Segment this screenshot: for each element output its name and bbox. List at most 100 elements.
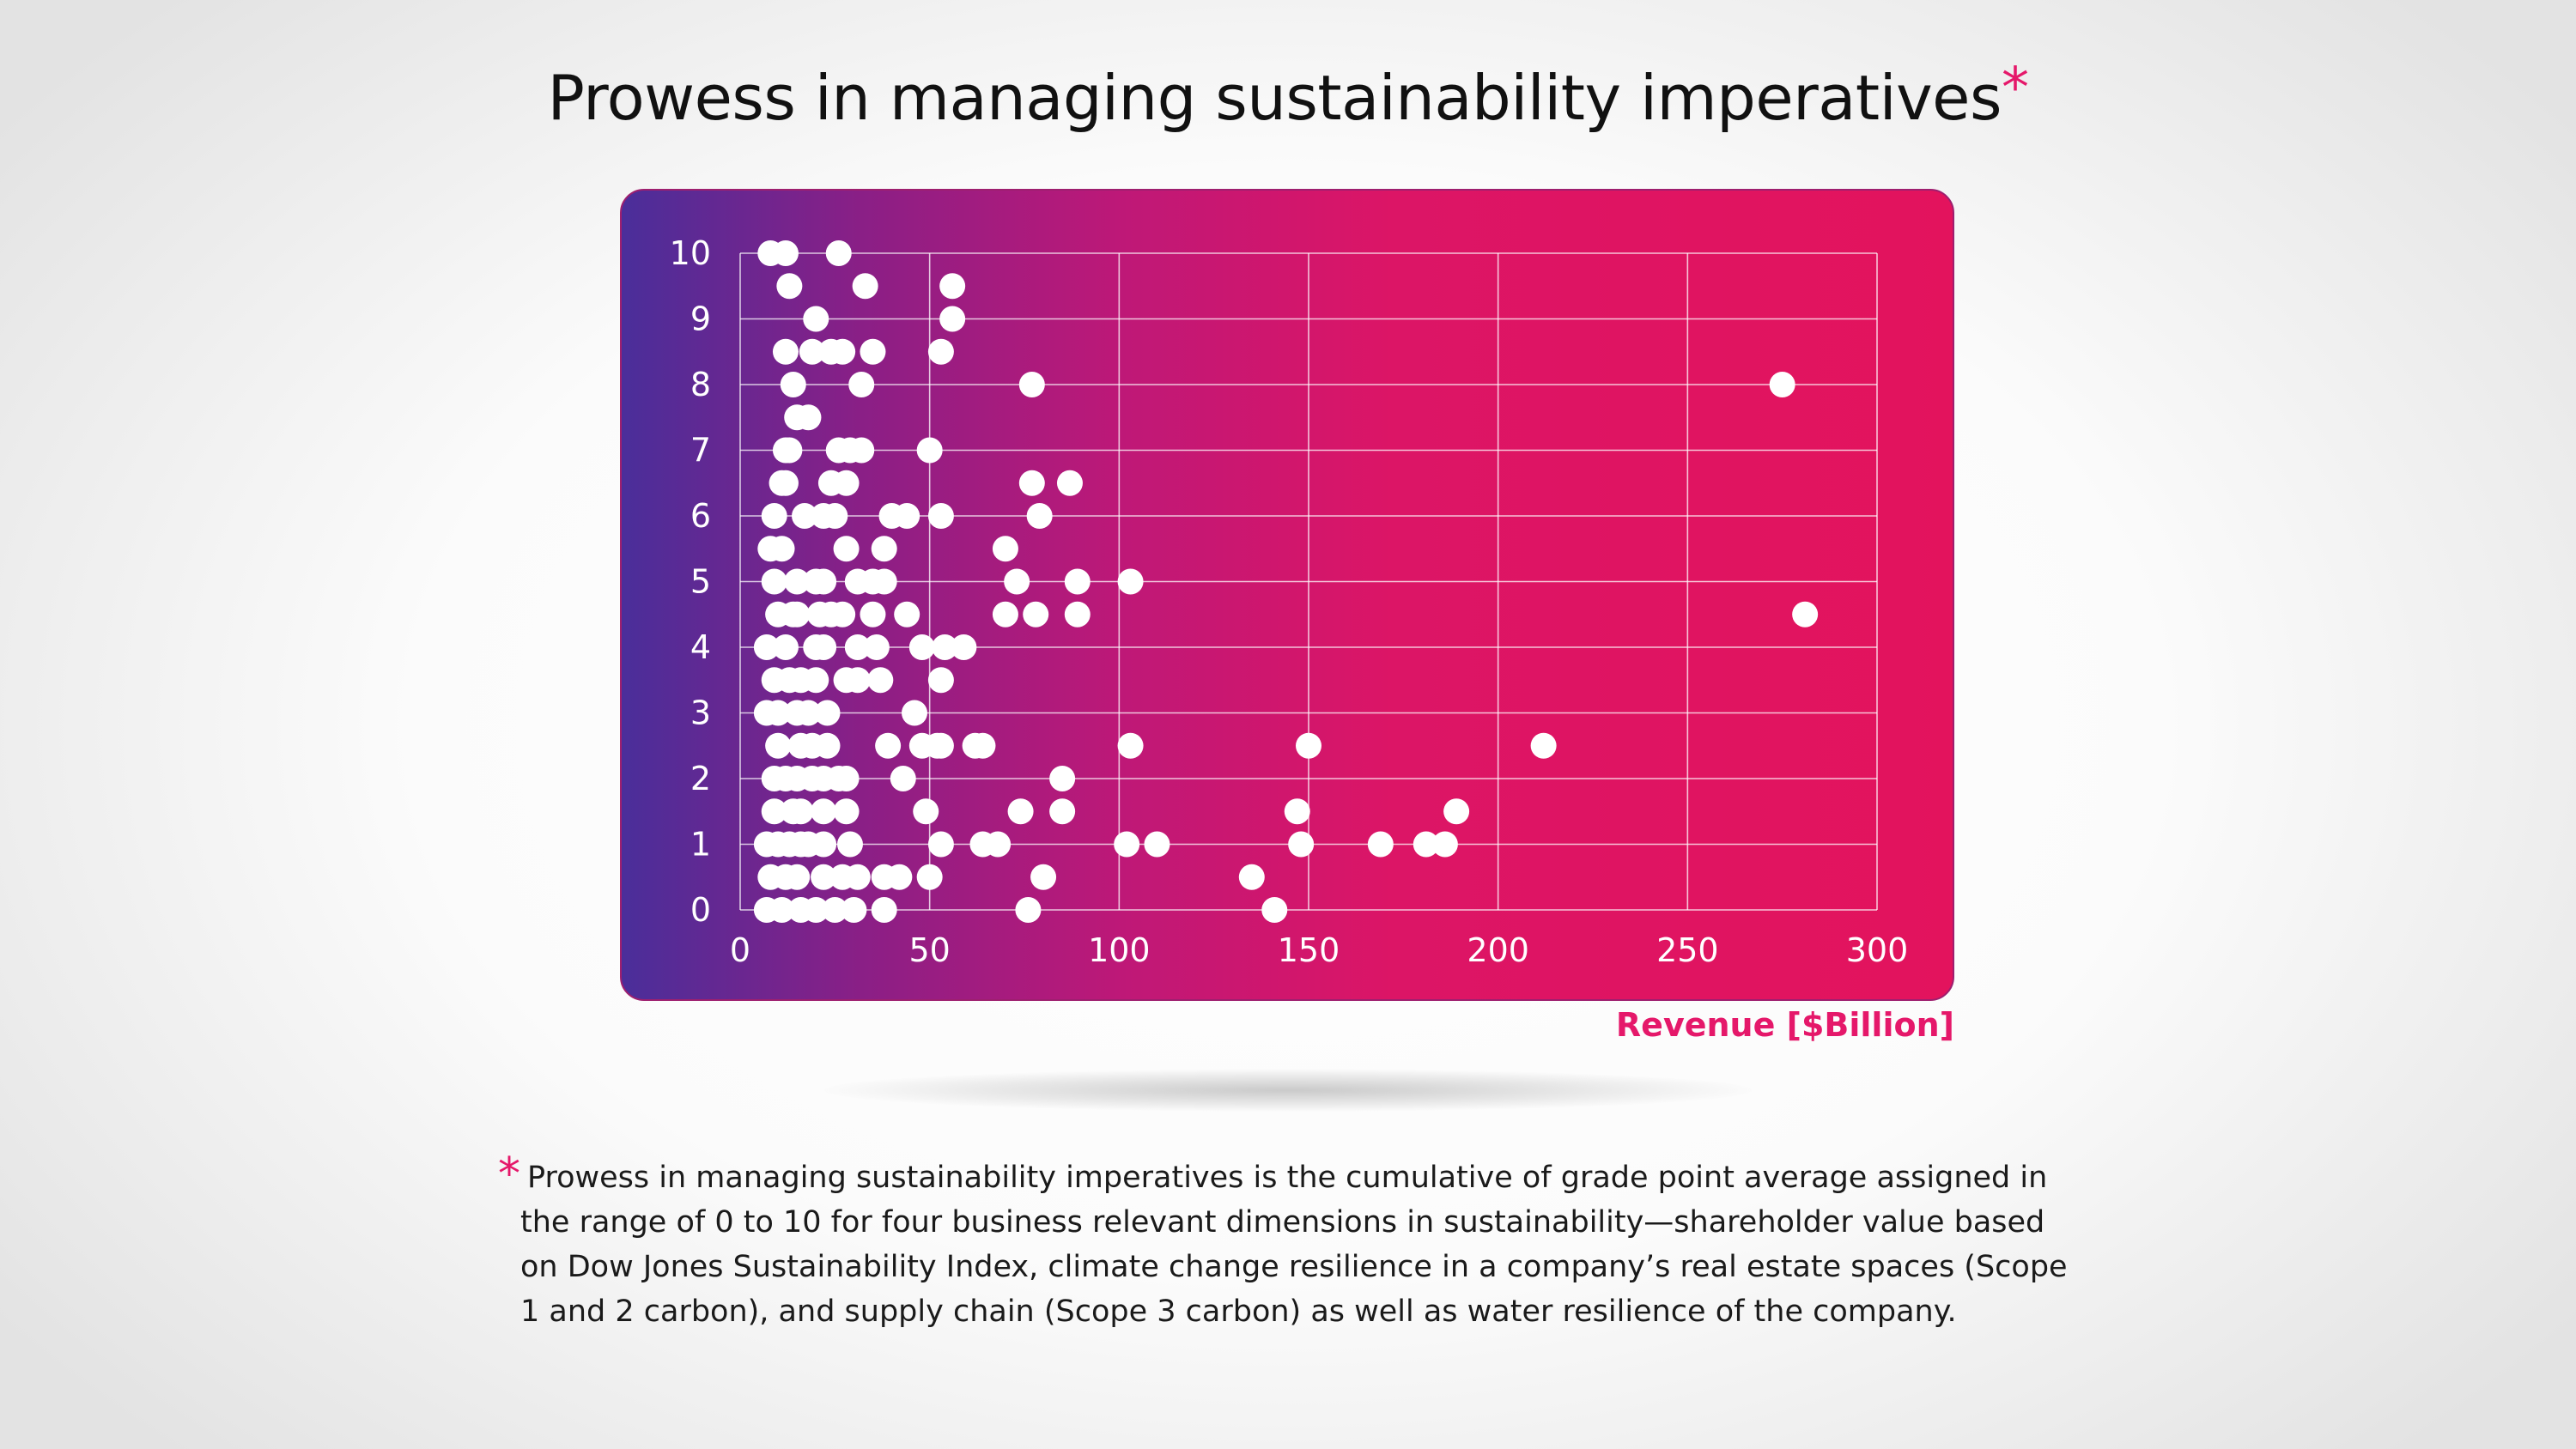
data-point <box>867 667 894 694</box>
data-point <box>1144 831 1170 858</box>
data-point <box>836 831 863 858</box>
data-point <box>871 897 897 923</box>
footnote-text: Prowess in managing sustainability imper… <box>520 1161 2068 1329</box>
data-point <box>1114 831 1140 858</box>
data-point <box>1030 864 1057 890</box>
y-tick-label: 7 <box>690 432 711 470</box>
data-point <box>939 273 966 300</box>
data-point <box>761 568 787 595</box>
data-point <box>776 273 803 300</box>
data-point <box>927 831 954 858</box>
data-point <box>784 864 811 890</box>
data-point <box>803 667 829 694</box>
data-point <box>833 798 860 825</box>
data-point <box>1018 372 1045 397</box>
data-point <box>792 503 818 529</box>
data-point <box>1026 503 1053 529</box>
data-point <box>841 897 867 923</box>
data-point <box>1064 601 1091 627</box>
data-point <box>753 634 780 660</box>
data-point <box>1431 831 1458 858</box>
data-point <box>844 667 871 694</box>
data-point <box>1413 831 1439 858</box>
data-point <box>780 372 806 397</box>
data-point <box>1792 601 1819 627</box>
data-point <box>902 700 928 726</box>
data-point <box>848 372 875 397</box>
data-point <box>927 667 954 694</box>
data-point <box>829 338 856 365</box>
title-asterisk: * <box>2002 57 2029 120</box>
data-point <box>951 634 977 660</box>
data-point <box>927 338 954 365</box>
data-point <box>772 240 799 266</box>
footnote: * Prowess in managing sustainability imp… <box>498 1152 2083 1334</box>
data-point <box>822 897 848 923</box>
y-tick-label: 6 <box>690 497 711 535</box>
data-point <box>787 798 814 825</box>
data-point <box>1064 568 1091 595</box>
data-point <box>833 536 860 562</box>
chart-title: Prowess in managing sustainability imper… <box>0 57 2576 134</box>
data-point <box>1367 831 1394 858</box>
data-point <box>825 240 852 266</box>
data-point <box>1018 470 1045 496</box>
data-point <box>814 732 841 759</box>
panel-shadow <box>824 1069 1752 1112</box>
x-tick-label: 300 <box>1846 931 1909 969</box>
data-point <box>1004 568 1030 595</box>
data-point <box>992 536 1018 562</box>
data-point <box>811 568 837 595</box>
data-point <box>1288 831 1315 858</box>
data-point <box>769 536 795 562</box>
data-point <box>772 634 799 660</box>
data-point <box>803 897 829 923</box>
data-point <box>848 437 875 464</box>
data-point <box>833 470 860 496</box>
data-point <box>1049 766 1076 791</box>
y-tick-label: 1 <box>690 826 711 864</box>
y-tick-label: 10 <box>670 234 711 272</box>
data-point <box>803 306 829 332</box>
data-point <box>894 601 920 627</box>
data-point <box>822 503 848 529</box>
data-point <box>886 864 913 890</box>
data-point <box>765 700 792 726</box>
data-point <box>1056 470 1083 496</box>
footnote-asterisk: * <box>498 1149 520 1200</box>
data-point <box>1284 798 1310 825</box>
y-tick-label: 5 <box>690 563 711 601</box>
data-point <box>844 634 871 660</box>
data-point <box>795 404 822 431</box>
data-point <box>776 437 803 464</box>
data-point <box>829 601 856 627</box>
data-point <box>894 503 920 529</box>
data-point <box>1261 897 1288 923</box>
data-point <box>860 601 886 627</box>
data-point <box>814 700 841 726</box>
y-tick-label: 8 <box>690 366 711 403</box>
data-point <box>795 700 822 726</box>
data-point <box>765 732 792 759</box>
data-point <box>852 273 878 300</box>
data-point <box>927 732 954 759</box>
data-point <box>761 503 787 529</box>
data-point <box>1117 732 1144 759</box>
x-tick-label: 150 <box>1278 931 1340 969</box>
data-point <box>1296 732 1321 759</box>
data-point <box>811 831 837 858</box>
y-tick-label: 3 <box>690 694 711 732</box>
data-point <box>769 897 795 923</box>
data-point <box>913 798 939 825</box>
data-point <box>871 536 897 562</box>
data-point <box>916 864 943 890</box>
data-point <box>927 503 954 529</box>
x-tick-label: 50 <box>908 931 950 969</box>
data-point <box>875 732 902 759</box>
data-point <box>1023 601 1049 627</box>
data-point <box>932 634 958 660</box>
data-point <box>969 732 996 759</box>
data-point <box>772 338 799 365</box>
x-tick-label: 100 <box>1088 931 1151 969</box>
